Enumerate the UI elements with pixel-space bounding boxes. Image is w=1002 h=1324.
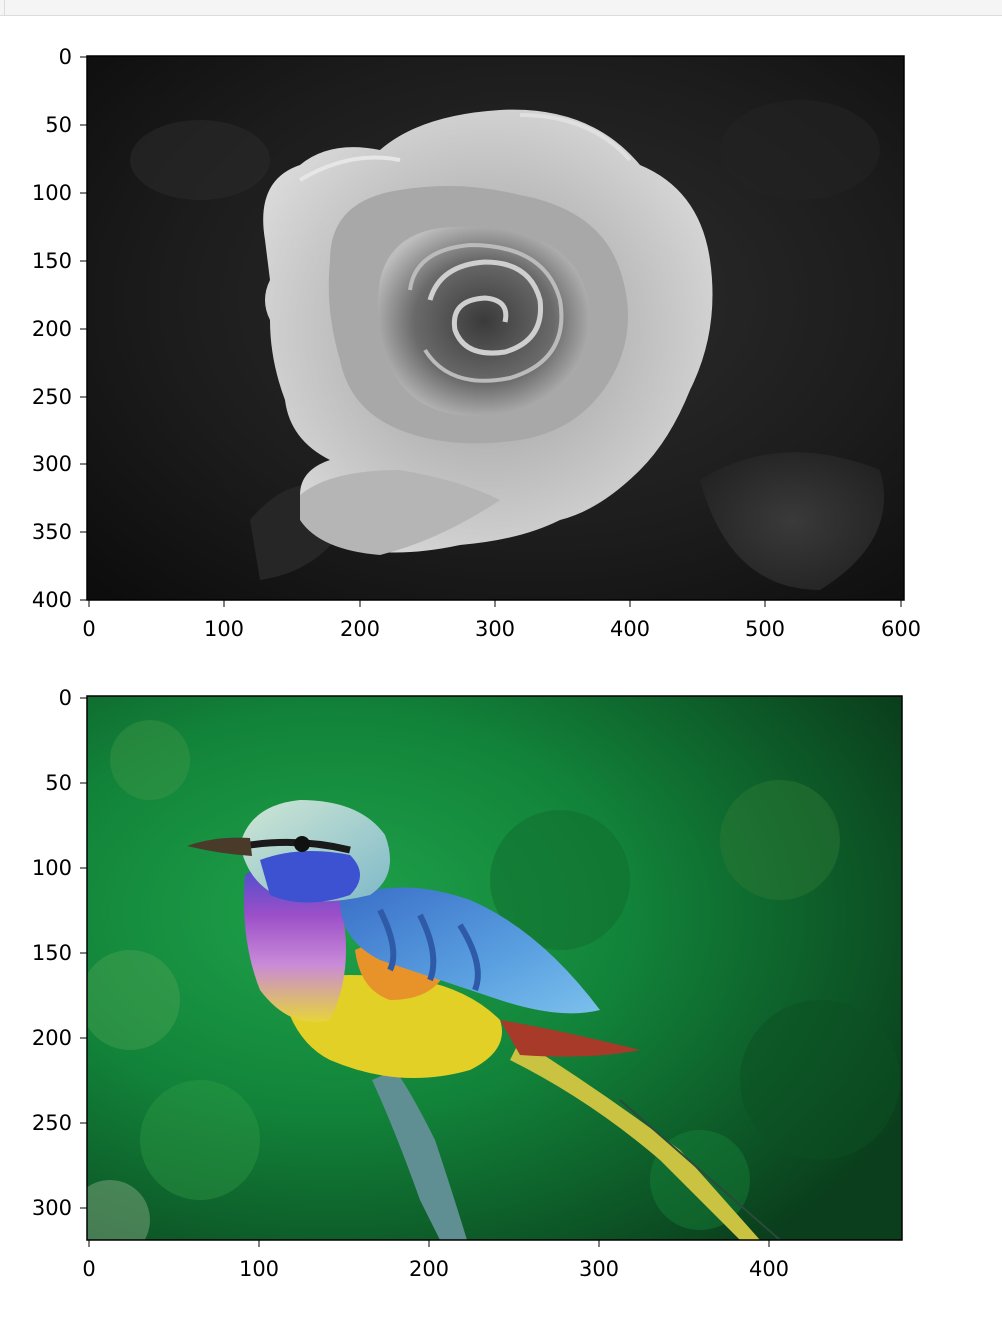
y-tick-label: 350 xyxy=(32,520,72,544)
leaf-shape xyxy=(700,452,884,590)
x-tick-label: 200 xyxy=(409,1257,449,1281)
y-tick-label: 150 xyxy=(32,941,72,965)
x-tick-label: 400 xyxy=(749,1257,789,1281)
output-left-edge xyxy=(4,0,5,16)
y-tick-label: 200 xyxy=(32,317,72,341)
rose-image xyxy=(87,56,904,600)
rose-center xyxy=(377,226,590,416)
y-tick-label: 50 xyxy=(45,113,72,137)
y-tick-label: 300 xyxy=(32,452,72,476)
y-tick-label: 300 xyxy=(32,1196,72,1220)
y-tick-label: 50 xyxy=(45,771,72,795)
y-tick-label: 200 xyxy=(32,1026,72,1050)
bird-figure-svg: 0 50 100 150 200 250 300 0 100 200 300 4… xyxy=(32,686,903,1281)
y-tick-label: 100 xyxy=(32,856,72,880)
bird-axes-frame xyxy=(86,695,903,1241)
bird-beak xyxy=(187,837,252,856)
output-top-border xyxy=(0,0,1002,16)
rose-x-axis: 0 100 200 300 400 500 600 xyxy=(82,600,921,641)
y-tick-label: 0 xyxy=(59,45,72,69)
y-tick-label: 0 xyxy=(59,686,72,710)
y-tick-label: 150 xyxy=(32,249,72,273)
x-tick-label: 300 xyxy=(579,1257,619,1281)
x-tick-label: 400 xyxy=(610,617,650,641)
y-tick-label: 400 xyxy=(32,588,72,612)
rose-y-axis: 0 50 100 150 200 250 300 350 400 xyxy=(32,45,87,612)
bird-x-axis: 0 100 200 300 400 xyxy=(82,1240,789,1281)
rose-figure-svg: 0 50 100 150 200 250 300 350 400 0 100 2… xyxy=(32,45,921,641)
bird-image xyxy=(87,696,902,1240)
rose-figure: 0 50 100 150 200 250 300 350 400 0 100 2… xyxy=(0,0,1002,660)
x-tick-label: 200 xyxy=(340,617,380,641)
x-tick-label: 300 xyxy=(475,617,515,641)
x-tick-label: 100 xyxy=(239,1257,279,1281)
y-tick-label: 250 xyxy=(32,385,72,409)
branch-shape xyxy=(372,1070,467,1240)
x-tick-label: 100 xyxy=(204,617,244,641)
x-tick-label: 0 xyxy=(82,617,95,641)
y-tick-label: 250 xyxy=(32,1111,72,1135)
x-tick-label: 0 xyxy=(82,1257,95,1281)
x-tick-label: 600 xyxy=(881,617,921,641)
bird-figure: 0 50 100 150 200 250 300 0 100 200 300 4… xyxy=(0,660,1002,1324)
bird-y-axis: 0 50 100 150 200 250 300 xyxy=(32,686,87,1220)
y-tick-label: 100 xyxy=(32,181,72,205)
x-tick-label: 500 xyxy=(745,617,785,641)
